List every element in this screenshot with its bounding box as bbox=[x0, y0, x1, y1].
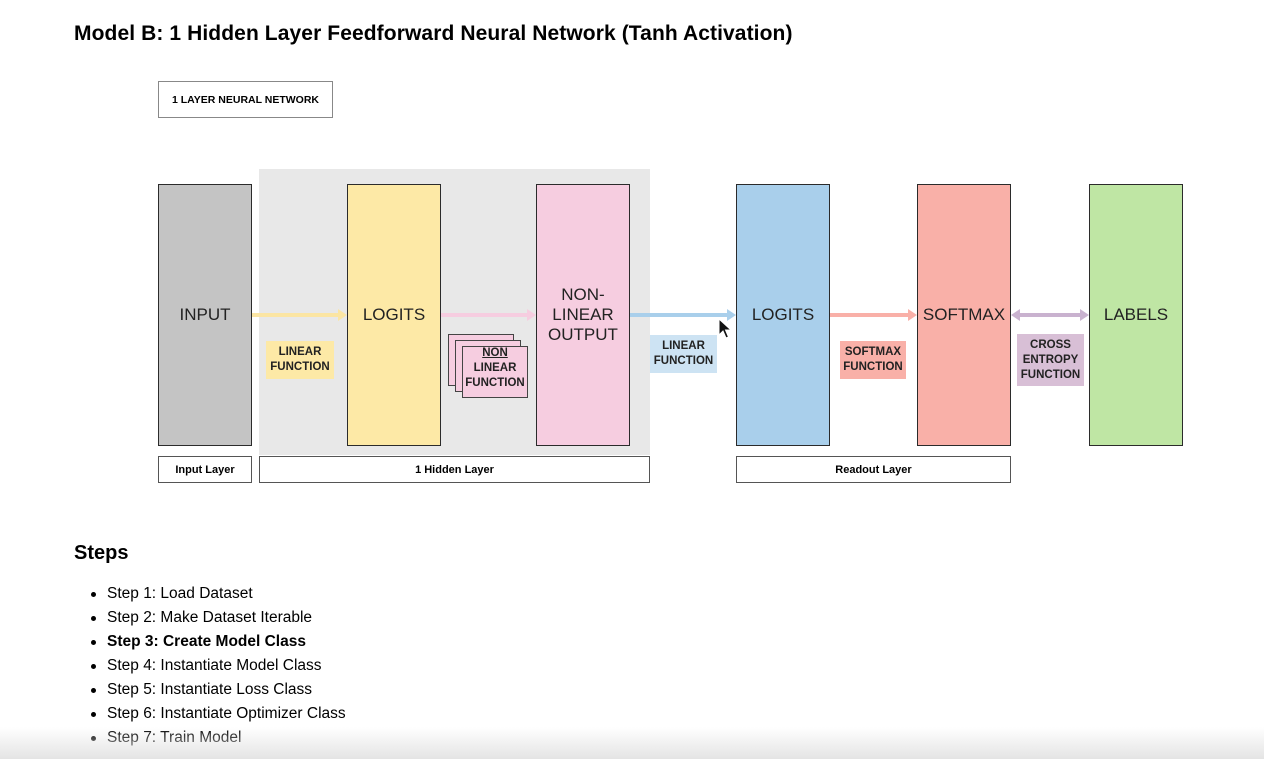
readout-layer-caption: Readout Layer bbox=[736, 456, 1011, 483]
nonlinear-function-card-front bbox=[462, 346, 528, 398]
nonlinear-output-line-1: NON- bbox=[561, 285, 605, 304]
softmax-block: SOFTMAX bbox=[917, 184, 1011, 446]
softmax-function-line-1: SOFTMAX bbox=[844, 346, 902, 358]
cross-entropy-line-1: CROSS bbox=[1030, 338, 1071, 351]
cross-entropy-line-3: FUNCTION bbox=[1020, 368, 1081, 381]
nonlinear-function-line-2: LINEAR bbox=[473, 362, 517, 374]
step-item: Step 3: Create Model Class bbox=[88, 630, 346, 654]
steps-heading: Steps bbox=[74, 542, 129, 564]
nonlinear-output-line-3: OUTPUT bbox=[548, 325, 618, 344]
cross-entropy-line-2: ENTROPY bbox=[1022, 353, 1079, 366]
step-item: Step 6: Instantiate Optimizer Class bbox=[88, 702, 346, 726]
linear-function-1-line-1: LINEAR bbox=[278, 346, 322, 358]
softmax-function-line-2: FUNCTION bbox=[843, 361, 903, 373]
step-item: Step 4: Instantiate Model Class bbox=[88, 654, 346, 678]
step-item: Step 2: Make Dataset Iterable bbox=[88, 606, 346, 630]
nonlinear-function-tag: NON LINEAR FUNCTION bbox=[462, 346, 528, 396]
readout-logits-label: LOGITS bbox=[751, 305, 815, 324]
arrow-softmax-labels bbox=[1011, 309, 1089, 321]
nonlinear-output-line-2: LINEAR bbox=[552, 305, 614, 324]
nonlinear-function-line-1: NON bbox=[482, 347, 508, 359]
diagram-tag: 1 LAYER NEURAL NETWORK bbox=[158, 81, 333, 118]
hidden-layer-caption: 1 Hidden Layer bbox=[259, 456, 650, 483]
arrow-logits-to-softmax bbox=[830, 309, 917, 321]
cross-entropy-function-tag: CROSS ENTROPY FUNCTION bbox=[1017, 334, 1084, 386]
linear-function-2-line-1: LINEAR bbox=[662, 340, 705, 352]
readout-logits-block: LOGITS bbox=[736, 184, 830, 446]
hidden-logits-label: LOGITS bbox=[362, 305, 426, 324]
input-block: INPUT bbox=[158, 184, 252, 446]
nonlinear-output-block: NON- LINEAR OUTPUT bbox=[536, 184, 630, 446]
mouse-pointer-icon bbox=[718, 318, 732, 339]
softmax-function-tag: SOFTMAX FUNCTION bbox=[840, 341, 906, 379]
labels-block: LABELS bbox=[1089, 184, 1183, 446]
input-label: INPUT bbox=[179, 305, 231, 324]
bottom-fade bbox=[0, 727, 1264, 759]
linear-function-1-line-2: FUNCTION bbox=[270, 361, 330, 373]
steps-list: Step 1: Load Dataset Step 2: Make Datase… bbox=[88, 582, 346, 750]
linear-function-2-line-2: FUNCTION bbox=[653, 355, 714, 367]
labels-label: LABELS bbox=[1103, 305, 1169, 324]
input-layer-caption: Input Layer bbox=[158, 456, 252, 483]
page-title: Model B: 1 Hidden Layer Feedforward Neur… bbox=[74, 22, 793, 45]
hidden-logits-block: LOGITS bbox=[347, 184, 441, 446]
softmax-label: SOFTMAX bbox=[922, 305, 1006, 324]
step-item: Step 5: Instantiate Loss Class bbox=[88, 678, 346, 702]
linear-function-tag-2: LINEAR FUNCTION bbox=[650, 335, 717, 373]
linear-function-tag-1: LINEAR FUNCTION bbox=[266, 341, 334, 379]
nonlinear-function-line-3: FUNCTION bbox=[465, 377, 525, 389]
step-item: Step 1: Load Dataset bbox=[88, 582, 346, 606]
